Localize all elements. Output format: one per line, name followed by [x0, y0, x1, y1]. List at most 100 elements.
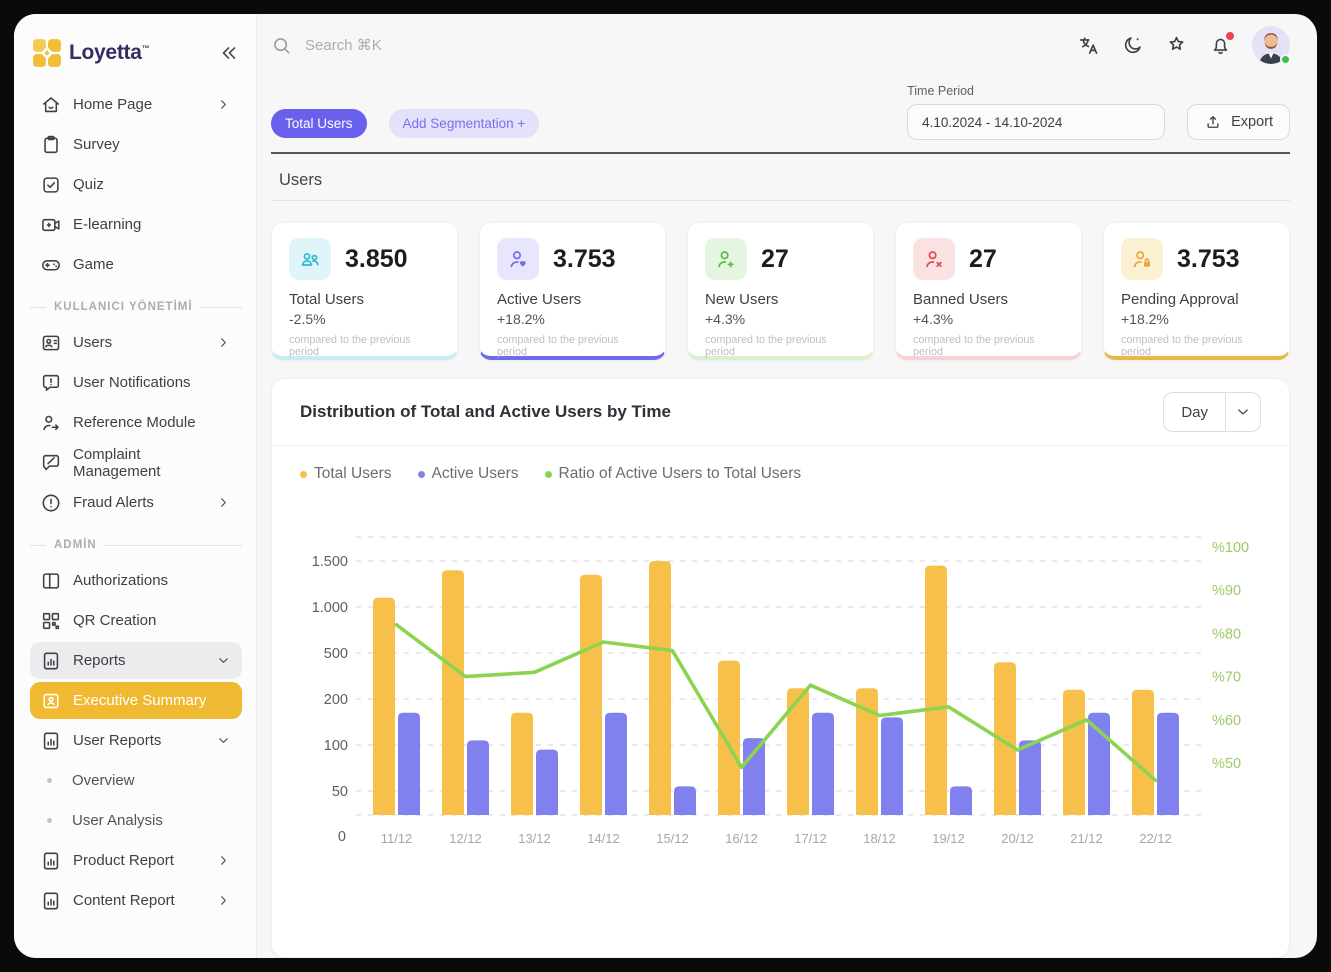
legend-label: Total Users [314, 465, 392, 482]
sidebar-item-label: User Notifications [73, 374, 191, 391]
sidebar-item-user-reports[interactable]: User Reports [30, 722, 242, 759]
stat-label: Total Users [289, 291, 365, 308]
topbar [271, 14, 1291, 76]
range-select-dropdown[interactable]: Day [1163, 392, 1261, 432]
translate-icon [1079, 36, 1097, 54]
sidebar-item-overview[interactable]: Overview [30, 762, 242, 799]
stat-label: New Users [705, 291, 779, 308]
sidebar-item-label: Game [73, 256, 114, 273]
export-button[interactable]: Export [1187, 104, 1290, 140]
x-axis-label: 11/12 [380, 831, 412, 846]
sidebar-item-label: Reference Module [73, 414, 196, 431]
sidebar-item-survey[interactable]: Survey [30, 126, 242, 163]
chevron-right-icon [215, 852, 232, 869]
sidebar-item-authorizations[interactable]: Authorizations [30, 562, 242, 599]
x-axis-label: 14/12 [587, 831, 620, 846]
sidebar-item-executive-summary[interactable]: Executive Summary [30, 682, 242, 719]
sidebar-item-game[interactable]: Game [30, 246, 242, 283]
legend-dot [544, 470, 552, 478]
sidebar-item-reference-module[interactable]: Reference Module [30, 404, 242, 441]
chevron-right-icon [221, 856, 226, 865]
sidebar-item-product-report[interactable]: Product Report [30, 842, 242, 879]
stat-card-top: 3.753 [497, 238, 648, 280]
qr-code-icon [40, 610, 62, 632]
legend-dot [300, 470, 307, 478]
notifications-button[interactable] [1208, 32, 1234, 57]
video-plus-icon [40, 214, 62, 236]
right-axis-tick: %70 [1212, 670, 1241, 686]
checkbox-icon [40, 174, 62, 196]
legend-item-ratio-of-active-users-to-total-users[interactable]: Ratio of Active Users to Total Users [544, 465, 802, 483]
x-axis-label: 20/12 [1001, 831, 1034, 846]
stat-card-banned-users: 27 Banned Users +4.3% compared to the pr… [895, 222, 1082, 360]
favorites-button[interactable] [1164, 33, 1188, 57]
left-axis-tick: 1.500 [311, 554, 347, 570]
sidebar-item-user-notifications[interactable]: User Notifications [30, 364, 242, 401]
translate-button[interactable] [1076, 33, 1100, 57]
sidebar-collapse-button[interactable] [218, 42, 240, 64]
sidebar-header: Loyetta™ [32, 38, 240, 68]
left-axis-tick: 50 [331, 784, 347, 800]
legend-label: Ratio of Active Users to Total Users [558, 465, 802, 482]
report-doc-icon [43, 852, 59, 869]
range-select-separator [1225, 393, 1226, 431]
users-group-icon [301, 252, 319, 266]
time-period-input[interactable] [907, 104, 1166, 140]
search-icon [274, 37, 290, 53]
legend-item-active-users[interactable]: Active Users [417, 465, 519, 483]
search [271, 35, 625, 56]
stat-label: Pending Approval [1121, 291, 1239, 308]
legend-item-total-users[interactable]: Total Users [300, 465, 392, 483]
x-axis-label: 12/12 [449, 831, 482, 846]
section-title: Users [279, 171, 323, 189]
bar-active-users [880, 717, 903, 815]
right-axis-tick: %60 [1212, 713, 1241, 729]
ratio-line [394, 623, 1157, 783]
home-icon [42, 96, 60, 112]
chevron-right-icon [215, 334, 232, 351]
gamepad-icon [41, 259, 61, 271]
chevron-down-icon [1226, 403, 1260, 421]
total-users-tab[interactable]: Total Users [271, 109, 367, 138]
stat-value: 27 [969, 244, 997, 273]
add-segmentation-button[interactable]: Add Segmentation + [388, 109, 540, 138]
stat-card-active-users: 3.753 Active Users +18.2% compared to th… [479, 222, 666, 360]
sidebar-item-home-page[interactable]: Home Page [30, 86, 242, 123]
id-card-icon [40, 332, 62, 354]
user-plus-icon [705, 238, 747, 280]
id-badge-icon [43, 693, 59, 708]
stat-label: Banned Users [913, 291, 1009, 308]
sidebar-item-user-analysis[interactable]: User Analysis [30, 802, 242, 839]
bar-total-users [441, 570, 464, 815]
sidebar-item-reports[interactable]: Reports [30, 642, 242, 679]
sidebar-item-users[interactable]: Users [30, 324, 242, 361]
sidebar-item-complaint-management[interactable]: Complaint Management [30, 444, 242, 481]
sidebar-item-qr-creation[interactable]: QR Creation [30, 602, 242, 639]
chevron-down-icon [219, 658, 228, 663]
sidebar-item-content-report[interactable]: Content Report [30, 882, 242, 919]
legend-label: Active Users [431, 465, 519, 482]
user-avatar[interactable] [1252, 26, 1291, 65]
sidebar-section-kullanici-y-neti-mi: KULLANICI YÖNETİMİ [30, 301, 242, 313]
sidebar-item-fraud-alerts[interactable]: Fraud Alerts [30, 484, 242, 521]
message-alert-icon [40, 372, 62, 394]
sidebar-item-label: Authorizations [73, 572, 169, 589]
left-axis-tick: 200 [323, 692, 347, 708]
stat-note: compared to the previous period [289, 334, 411, 358]
sidebar-item-quiz[interactable]: Quiz [30, 166, 242, 203]
x-axis-label: 13/12 [518, 831, 551, 846]
chevron-right-icon [221, 100, 226, 109]
message-slash-icon [42, 454, 60, 470]
export-upload-icon [1204, 113, 1222, 131]
sidebar-item-e-learning[interactable]: E-learning [30, 206, 242, 243]
search-input[interactable] [305, 36, 625, 54]
stat-value: 27 [761, 244, 789, 273]
chevron-right-icon [215, 892, 232, 909]
tab-divider [271, 152, 1290, 154]
online-status-dot [1280, 54, 1291, 65]
chevron-right-icon [221, 338, 226, 347]
bar-total-users [648, 561, 671, 815]
dark-mode-button[interactable] [1120, 33, 1144, 57]
stat-card-top: 27 [913, 238, 1064, 280]
stat-value: 3.753 [553, 244, 616, 273]
